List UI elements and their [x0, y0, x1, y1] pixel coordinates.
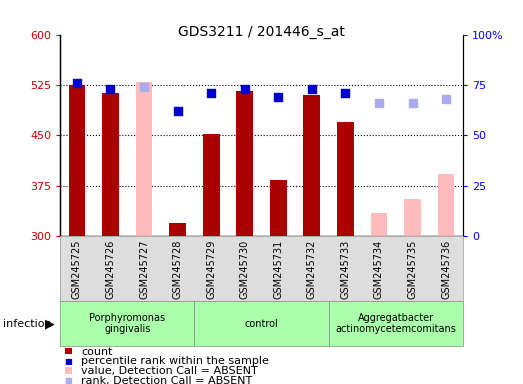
Point — [241, 86, 249, 92]
Text: ■: ■ — [64, 357, 73, 366]
Text: GSM245731: GSM245731 — [274, 240, 283, 299]
Bar — [236, 91, 253, 236]
Bar — [337, 122, 354, 236]
Point — [274, 94, 282, 100]
Point — [207, 90, 215, 96]
Bar — [371, 213, 388, 236]
Text: GSM245732: GSM245732 — [307, 240, 317, 299]
Point — [408, 100, 417, 106]
Text: GSM245729: GSM245729 — [206, 240, 216, 299]
Text: GSM245733: GSM245733 — [340, 240, 350, 299]
Bar — [303, 95, 320, 236]
Bar — [270, 180, 287, 236]
Bar — [203, 134, 220, 236]
Text: GSM245725: GSM245725 — [72, 240, 82, 299]
Text: GSM245726: GSM245726 — [106, 240, 116, 299]
Text: control: control — [245, 318, 278, 329]
Text: GSM245728: GSM245728 — [173, 240, 183, 299]
Bar — [404, 199, 421, 236]
Point — [308, 86, 316, 92]
Point — [341, 90, 349, 96]
Text: value, Detection Call = ABSENT: value, Detection Call = ABSENT — [81, 366, 258, 376]
Point — [140, 84, 148, 90]
Bar — [69, 85, 85, 236]
Bar — [60, 301, 195, 346]
Point — [375, 100, 383, 106]
Text: count: count — [81, 347, 112, 357]
Text: infection: infection — [3, 318, 51, 329]
Text: Porphyromonas
gingivalis: Porphyromonas gingivalis — [89, 313, 165, 334]
Point — [73, 80, 81, 86]
Text: Aggregatbacter
actinomycetemcomitans: Aggregatbacter actinomycetemcomitans — [335, 313, 456, 334]
Point — [442, 96, 450, 102]
Bar — [135, 82, 152, 236]
Text: rank, Detection Call = ABSENT: rank, Detection Call = ABSENT — [81, 376, 252, 384]
Text: percentile rank within the sample: percentile rank within the sample — [81, 356, 269, 366]
Text: GSM245734: GSM245734 — [374, 240, 384, 299]
Text: GSM245730: GSM245730 — [240, 240, 249, 299]
Bar — [328, 301, 463, 346]
Text: ▶: ▶ — [46, 317, 55, 330]
Bar — [169, 223, 186, 236]
Bar — [195, 301, 328, 346]
Text: ■: ■ — [64, 376, 73, 384]
Text: GSM245727: GSM245727 — [139, 240, 149, 299]
Text: GDS3211 / 201446_s_at: GDS3211 / 201446_s_at — [178, 25, 345, 39]
Bar — [102, 93, 119, 236]
Bar — [438, 174, 454, 236]
Text: GSM245736: GSM245736 — [441, 240, 451, 299]
Point — [106, 86, 115, 92]
Text: GSM245735: GSM245735 — [407, 240, 417, 299]
Point — [174, 108, 182, 114]
